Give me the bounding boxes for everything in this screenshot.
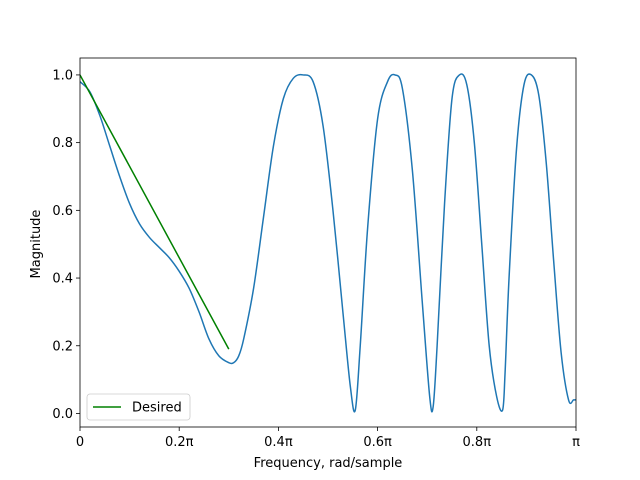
y-tick-label: 0.4 <box>52 272 73 287</box>
x-tick-label: 0.2π <box>165 435 194 450</box>
x-tick-label: 0.4π <box>264 435 293 450</box>
y-tick-label: 0.6 <box>52 204 73 219</box>
x-tick-label: π <box>572 435 580 450</box>
axes-frame <box>79 57 577 428</box>
x-tick-label: 0.8π <box>463 435 492 450</box>
y-tick-label: 1.0 <box>52 68 73 83</box>
series-group <box>80 73 576 413</box>
y-tick-label: 0.2 <box>52 339 73 354</box>
x-axis-label: Frequency, rad/sample <box>254 456 403 471</box>
plot-area <box>80 73 576 413</box>
y-axis-label: Magnitude <box>29 210 44 279</box>
y-tick-label: 0.0 <box>52 407 73 422</box>
legend-label: Desired <box>132 401 182 416</box>
y-tick-label: 0.8 <box>52 136 73 151</box>
legend-box <box>86 393 191 421</box>
axes: 0 0.2π 0.4π 0.6π 0.8π π 0.0 0.2 0.4 0.6 0.8 1.0 <box>52 57 580 450</box>
series-line-1 <box>80 73 576 413</box>
legend: Desired <box>86 393 191 421</box>
x-tick-label: 0.6π <box>363 435 392 450</box>
series-line-desired <box>80 74 230 350</box>
x-tick-label: 0 <box>76 435 84 450</box>
